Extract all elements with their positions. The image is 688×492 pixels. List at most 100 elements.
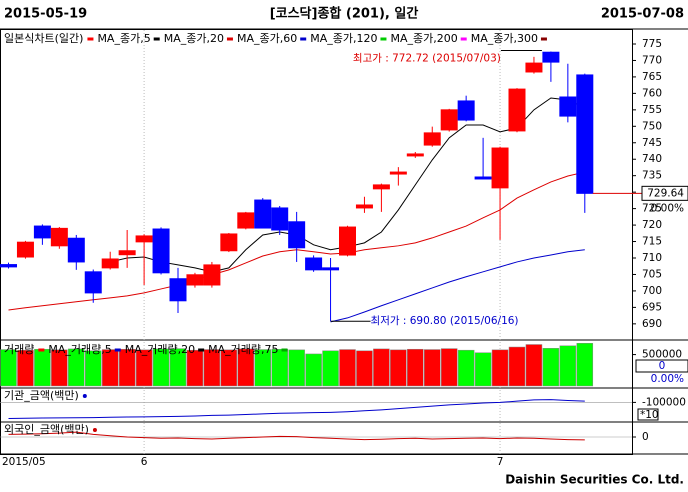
volume-bar — [101, 349, 119, 387]
volume-change: 0.00% — [651, 373, 684, 385]
amount-line — [8, 431, 585, 441]
candle-body — [457, 100, 475, 121]
volume-bar — [305, 353, 322, 387]
volume-bar — [152, 348, 170, 387]
y-tick-label: 705 — [642, 268, 662, 280]
candle-body — [84, 271, 102, 294]
candle-body — [254, 199, 272, 229]
y-tick-label: 710 — [642, 252, 662, 264]
candle-body — [203, 264, 221, 286]
volume-bar — [288, 349, 305, 387]
volume-bar — [356, 350, 373, 387]
volume-bar — [440, 348, 458, 387]
candle-body — [237, 212, 255, 229]
y-tick-label: 745 — [642, 137, 662, 149]
last-volume-box — [635, 359, 688, 373]
candle-body — [271, 207, 289, 231]
volume-bar — [390, 349, 407, 387]
legend-marker — [460, 37, 467, 41]
volume-bar — [51, 349, 68, 387]
legend-label: MA_거래량,75 — [208, 343, 278, 356]
panel-title: 기관_금액(백만) — [4, 389, 79, 402]
legend-marker — [38, 348, 45, 352]
legend-title: 일본식차트(일간) — [4, 31, 83, 45]
legend-marker — [540, 37, 547, 41]
candle-body — [0, 264, 17, 268]
y-tick-label: 770 — [642, 54, 662, 66]
candle-body — [491, 147, 509, 189]
y-tick-label: 690 — [642, 318, 662, 330]
legend-marker — [300, 37, 307, 41]
legend-marker — [82, 394, 87, 398]
legend-marker — [226, 37, 233, 41]
y-tick-label: -100000 — [642, 396, 686, 408]
footer: Daishin Securities Co. Ltd. — [505, 473, 684, 487]
y-tick-label: 760 — [642, 87, 662, 99]
volume-bar — [542, 348, 560, 387]
x-tick-label: 6 — [141, 456, 148, 468]
legend-label: MA_종가,120 — [310, 32, 377, 45]
low-annotation: 최저가 : 690.80 (2015/06/16) — [371, 315, 519, 327]
candle-body — [305, 257, 323, 271]
candle-body — [474, 176, 492, 180]
candle-body — [389, 171, 407, 175]
volume-bar — [491, 349, 509, 387]
candle-body — [135, 235, 153, 243]
volume-bar — [474, 352, 492, 387]
moving-average — [330, 249, 585, 323]
volume-bar — [85, 350, 102, 387]
change-label: 0.00% — [651, 202, 684, 214]
legend-marker — [87, 37, 94, 41]
x-tick-label: 2015/05 — [2, 456, 46, 468]
candle-body — [559, 96, 577, 117]
y-tick-label: 725 — [642, 203, 662, 215]
start-date: 2015-05-19 — [4, 7, 87, 22]
high-annotation: 최고가 : 772.72 (2015/07/03) — [353, 52, 501, 64]
legend-marker — [198, 348, 205, 352]
unit-label: *10 — [640, 409, 659, 421]
volume-bar — [457, 349, 475, 387]
legend-label: MA_종가,5 — [97, 32, 150, 45]
candle-body — [118, 250, 136, 256]
legend-marker — [281, 348, 288, 352]
volume-bar — [373, 348, 390, 387]
last-price-box — [641, 185, 688, 201]
volume-bar — [508, 346, 526, 387]
candle-body — [16, 241, 34, 258]
y-tick-label: 775 — [642, 38, 662, 50]
volume-bar — [237, 348, 255, 387]
legend-title: 거래량 — [4, 343, 34, 356]
y-tick-label: 735 — [642, 170, 662, 182]
y-tick-label: 500000 — [642, 349, 682, 361]
candle-body — [423, 132, 441, 146]
candle-body — [288, 221, 306, 249]
last-price: 729.64 — [647, 187, 684, 199]
volume-bar — [407, 348, 424, 387]
volume-bar — [135, 349, 153, 387]
candle-body — [101, 258, 119, 269]
candle-body — [67, 237, 85, 263]
legend-label: MA_종가,200 — [390, 32, 457, 45]
unit-box — [637, 408, 659, 421]
volume-bar — [220, 349, 238, 387]
legend-marker — [380, 37, 387, 41]
volume-bar — [169, 348, 187, 387]
legend-label: MA_종가,60 — [237, 32, 297, 45]
x-tick-label: 7 — [497, 456, 504, 468]
candle-body — [50, 227, 68, 247]
legend-marker — [153, 37, 160, 41]
candle-body — [152, 228, 170, 274]
window-title: [코스닥]종합 (201), 일간 — [270, 6, 419, 22]
candle-body — [440, 109, 458, 131]
y-tick-label: 750 — [642, 120, 662, 132]
volume-bar — [186, 349, 204, 387]
candle-body — [508, 88, 526, 132]
last-volume: 0 — [659, 360, 666, 372]
legend-label: MA_종가,20 — [164, 32, 224, 45]
candle-body — [339, 226, 356, 256]
volume-bar — [559, 345, 577, 387]
y-tick-label: 700 — [642, 285, 662, 297]
volume-bar — [17, 349, 34, 387]
end-date: 2015-07-08 — [601, 7, 684, 22]
y-tick-label: 765 — [642, 71, 662, 83]
